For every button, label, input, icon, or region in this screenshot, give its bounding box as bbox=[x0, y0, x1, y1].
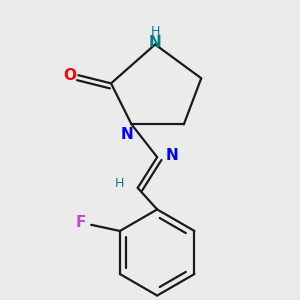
Text: H: H bbox=[115, 177, 124, 190]
Text: N: N bbox=[165, 148, 178, 163]
Text: N: N bbox=[121, 127, 134, 142]
Text: O: O bbox=[64, 68, 76, 83]
Text: H: H bbox=[150, 25, 160, 38]
Text: N: N bbox=[149, 35, 161, 50]
Text: F: F bbox=[76, 215, 86, 230]
